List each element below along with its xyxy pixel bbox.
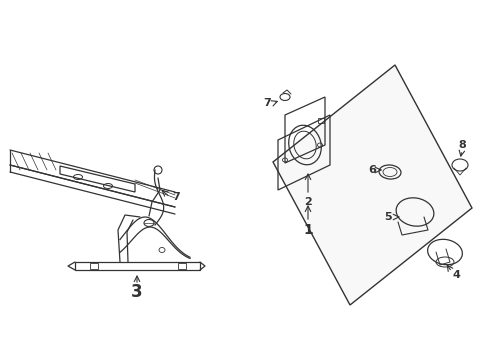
Text: 3: 3 [131,283,143,301]
Text: 6: 6 [368,165,376,175]
Text: 5: 5 [384,212,392,222]
Text: 4: 4 [452,270,460,280]
Text: 7: 7 [263,98,271,108]
Polygon shape [273,65,472,305]
Text: 1: 1 [303,223,313,237]
Text: 7: 7 [172,192,180,202]
Bar [318,118,324,123]
Bar [178,263,186,269]
Text: 2: 2 [304,197,312,207]
Text: 8: 8 [458,140,466,150]
Bar [90,263,98,269]
